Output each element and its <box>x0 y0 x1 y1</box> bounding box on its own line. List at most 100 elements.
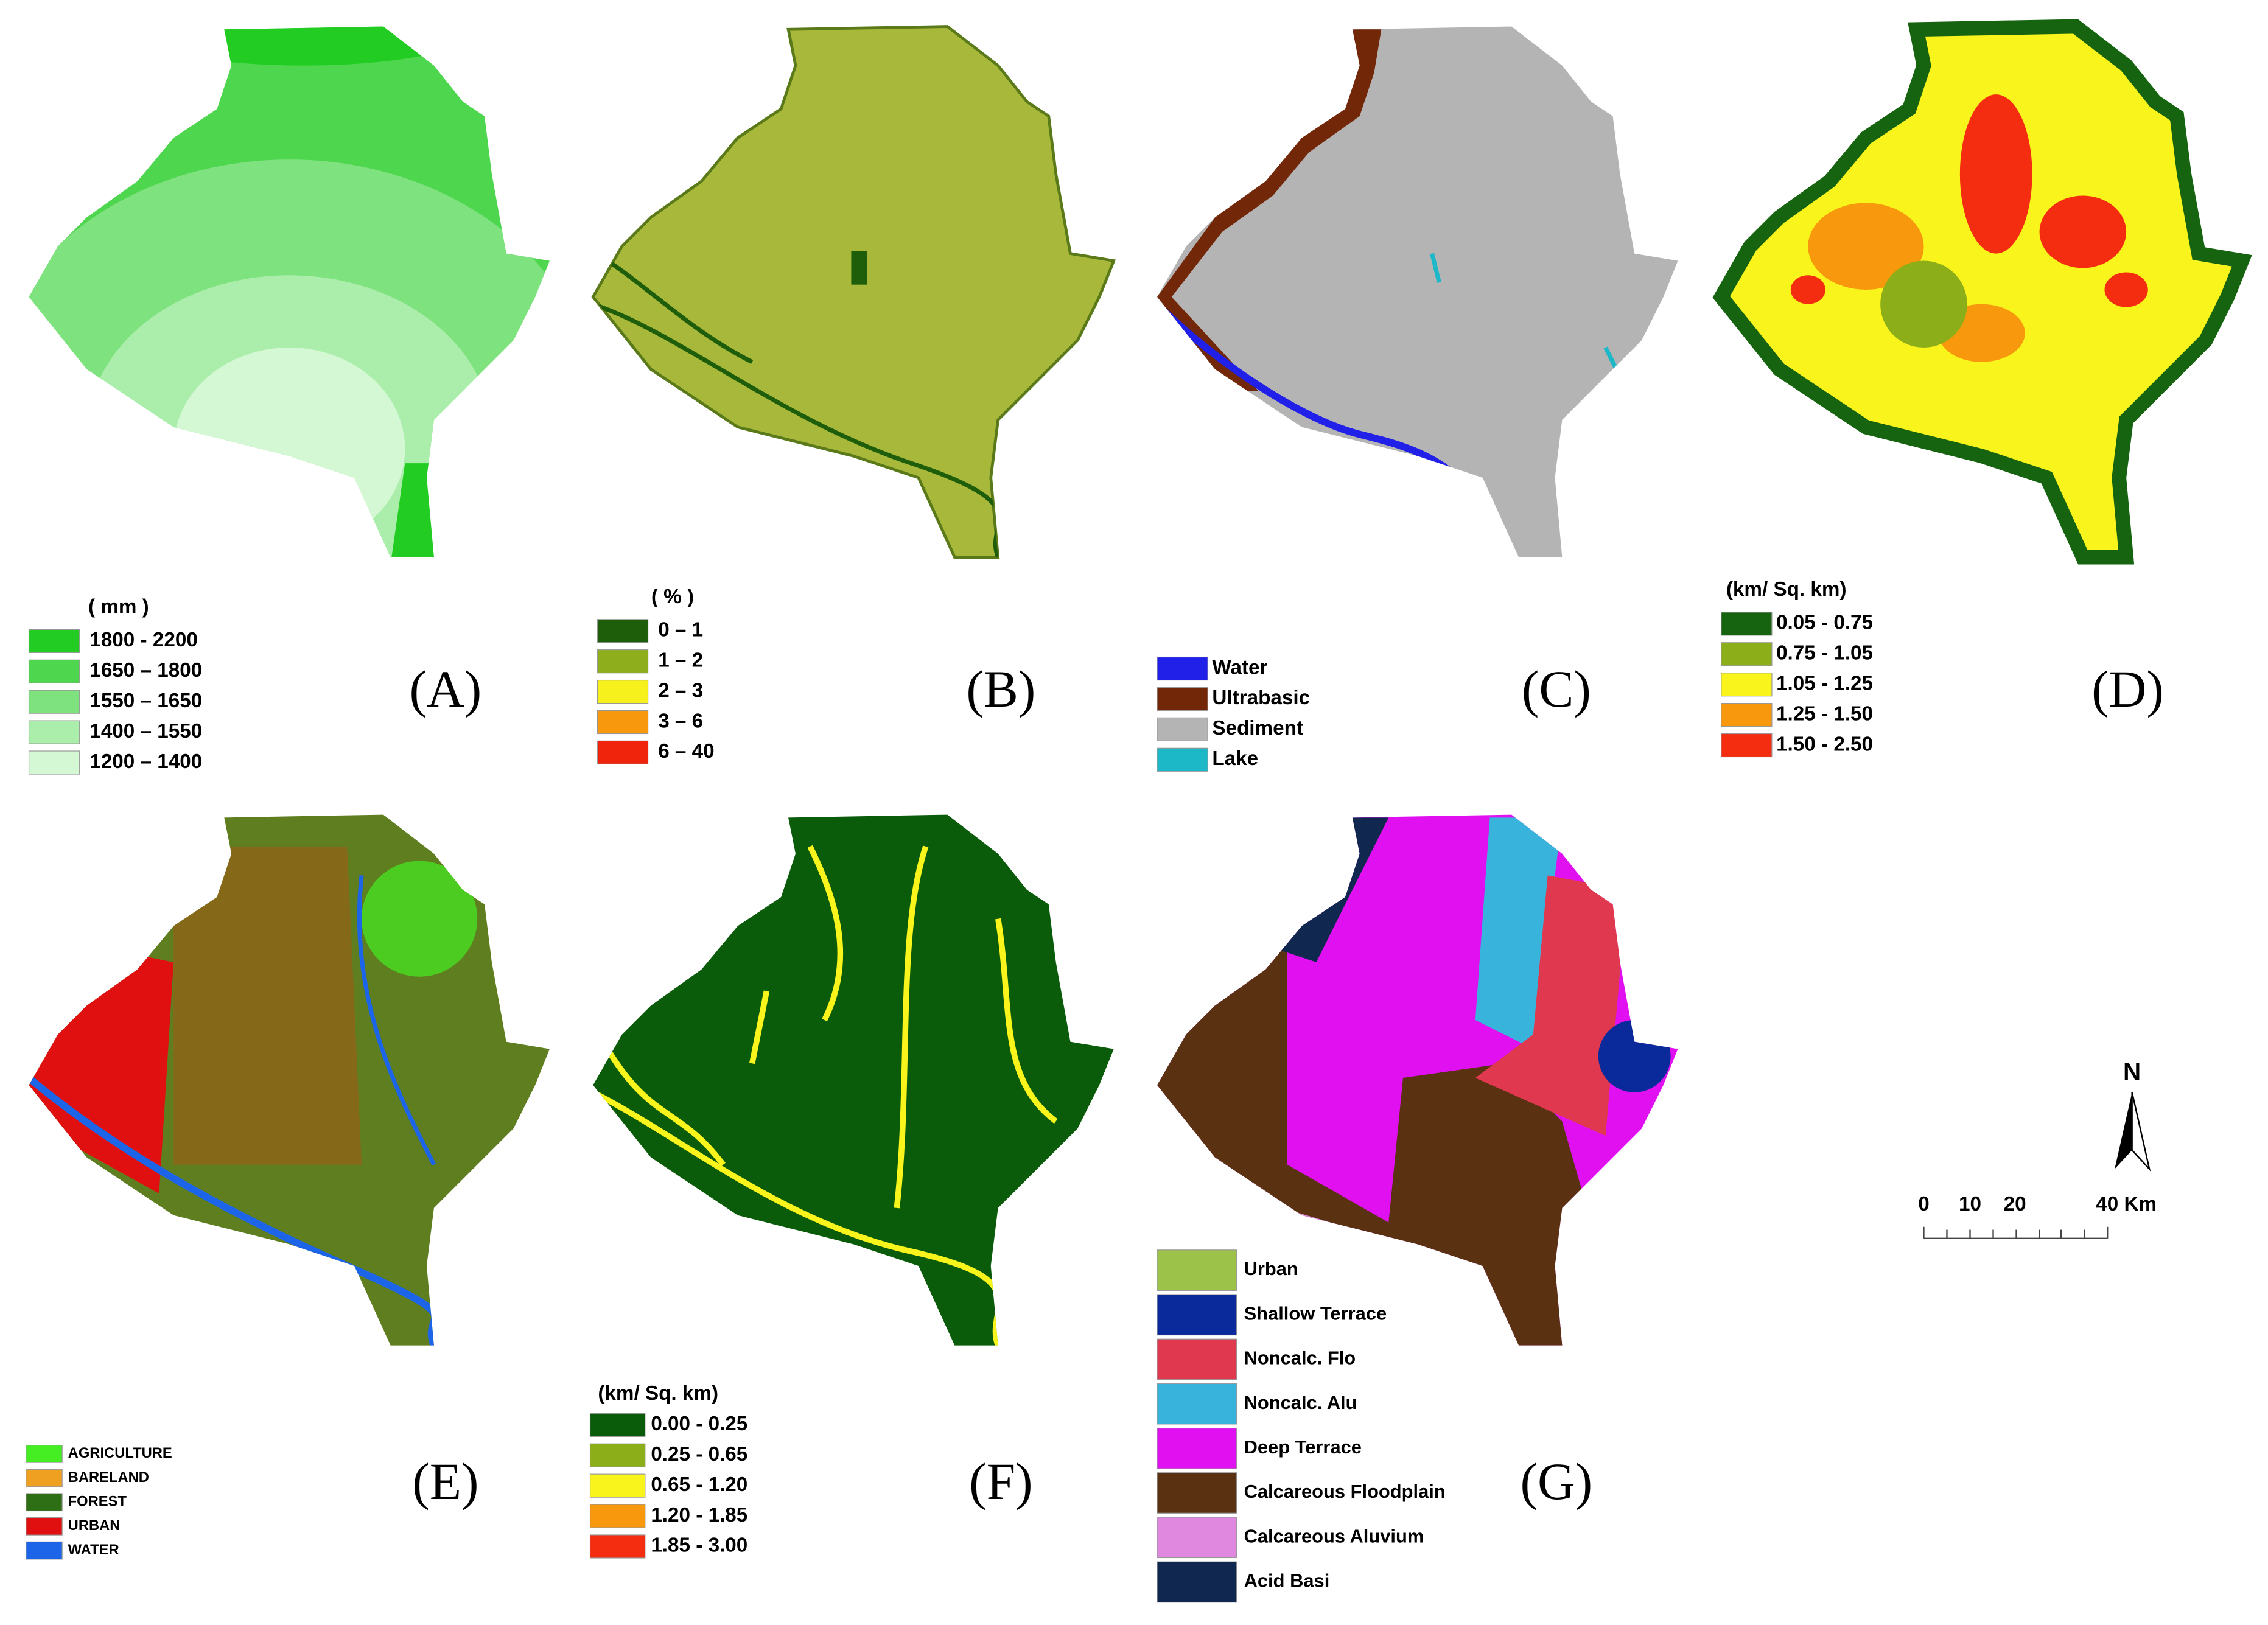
legend-swatch <box>26 1493 63 1512</box>
legend-label: URBAN <box>68 1517 121 1534</box>
map-f <box>593 814 1114 1346</box>
legend-swatch <box>26 1517 63 1536</box>
legend-label: Urban <box>1244 1258 1298 1279</box>
scale-bar <box>1923 1226 2109 1240</box>
legend-label: Noncalc. Alu <box>1244 1392 1357 1413</box>
legend-label: Deep Terrace <box>1244 1436 1362 1458</box>
legend-label: 1400 – 1550 <box>89 720 202 743</box>
legend-label: 0 – 1 <box>658 619 703 641</box>
north-label: N <box>2123 1058 2141 1086</box>
map-b <box>593 26 1113 557</box>
legend-swatch <box>28 720 80 744</box>
legend-label: 1.25 - 1.50 <box>1776 702 1873 725</box>
legend-swatch <box>28 690 80 714</box>
legend-swatch <box>597 740 649 764</box>
legend-label: 1.20 - 1.85 <box>651 1504 747 1526</box>
legend-swatch <box>26 1541 63 1560</box>
legend-label: Water <box>1212 656 1267 679</box>
legend-label: AGRICULTURE <box>68 1445 172 1461</box>
legend-title: (km/ Sq. km) <box>598 1382 718 1405</box>
legend-swatch <box>1721 642 1773 666</box>
map-a <box>29 26 550 557</box>
legend-swatch <box>1157 1338 1237 1380</box>
legend-swatch <box>1721 612 1773 636</box>
legend-label: Calcareous Floodplain <box>1244 1481 1446 1502</box>
legend-swatch <box>1157 1517 1237 1559</box>
panel-label: (D) <box>2091 660 2164 718</box>
legend-swatch <box>28 750 80 775</box>
scale-label: 20 <box>2004 1193 2026 1215</box>
legend-swatch <box>589 1413 646 1437</box>
legend-label: 1550 – 1650 <box>89 690 202 712</box>
legend-swatch <box>1157 1383 1237 1425</box>
scale-label: 40 Km <box>2096 1193 2157 1215</box>
legend-swatch <box>1157 1427 1237 1469</box>
legend-swatch <box>1721 702 1773 727</box>
legend-swatch <box>1157 747 1208 772</box>
north-arrow <box>2115 1092 2151 1172</box>
map-d <box>1721 26 2242 557</box>
panel-label: (E) <box>412 1453 478 1511</box>
legend-label: 2 – 3 <box>658 679 703 702</box>
legend-label: Lake <box>1212 747 1258 770</box>
legend-label: 6 – 40 <box>658 740 714 763</box>
panel-label: (C) <box>1522 660 1591 718</box>
legend-swatch <box>597 619 649 643</box>
legend-label: Ultrabasic <box>1212 687 1310 709</box>
legend-swatch <box>1721 733 1773 758</box>
legend-swatch <box>589 1534 646 1559</box>
legend-label: FOREST <box>68 1494 127 1510</box>
legend-label: 1 – 2 <box>658 649 703 671</box>
legend-label: 0.75 - 1.05 <box>1776 642 1873 665</box>
legend-title: ( mm ) <box>88 596 149 618</box>
legend-swatch <box>26 1445 63 1463</box>
legend-swatch <box>28 629 80 654</box>
legend-swatch <box>28 659 80 683</box>
legend-label: 3 – 6 <box>658 710 703 732</box>
legend-label: 0.05 - 0.75 <box>1776 612 1873 634</box>
map-c <box>1157 26 1678 557</box>
legend-swatch <box>597 679 649 704</box>
legend-swatch <box>1157 1294 1237 1336</box>
map-e <box>29 814 550 1346</box>
legend-swatch <box>1157 687 1208 711</box>
scale-label: 10 <box>1959 1193 1981 1215</box>
legend-label: 1.05 - 1.25 <box>1776 672 1873 694</box>
panel-label: (A) <box>410 660 482 718</box>
legend-label: 1800 - 2200 <box>89 629 198 651</box>
legend-swatch <box>1157 1472 1237 1514</box>
legend-label: 0.00 - 0.25 <box>651 1413 747 1435</box>
legend-swatch <box>589 1443 646 1467</box>
legend-swatch <box>589 1504 646 1528</box>
legend-label: Sediment <box>1212 717 1303 739</box>
legend-label: WATER <box>68 1542 119 1558</box>
legend-title: (km/ Sq. km) <box>1726 578 1847 601</box>
legend-label: Calcareous Aluvium <box>1244 1525 1424 1546</box>
legend-label: Noncalc. Flo <box>1244 1347 1356 1369</box>
legend-title: ( % ) <box>651 585 694 608</box>
legend-swatch <box>1157 1249 1237 1291</box>
legend-swatch <box>1157 656 1208 681</box>
panel-label: (B) <box>966 660 1035 718</box>
legend-swatch <box>1721 673 1773 697</box>
legend-label: Acid Basi <box>1244 1570 1330 1592</box>
legend-swatch <box>1157 1561 1237 1603</box>
legend-swatch <box>597 649 649 674</box>
legend-label: 1650 – 1800 <box>89 659 202 682</box>
legend-label: Shallow Terrace <box>1244 1302 1387 1324</box>
legend-label: 1.85 - 3.00 <box>651 1534 747 1557</box>
legend-swatch <box>597 710 649 735</box>
legend-swatch <box>26 1469 63 1487</box>
scale-label: 0 <box>1918 1193 1930 1215</box>
legend-label: BARELAND <box>68 1469 149 1486</box>
panel-label: (F) <box>969 1453 1033 1511</box>
legend-swatch <box>589 1473 646 1498</box>
legend-label: 1200 – 1400 <box>89 750 202 773</box>
legend-label: 0.25 - 0.65 <box>651 1443 747 1466</box>
legend-label: 0.65 - 1.20 <box>651 1473 747 1496</box>
legend-label: 1.50 - 2.50 <box>1776 733 1873 755</box>
panel-label: (G) <box>1521 1453 1593 1511</box>
legend-swatch <box>1157 717 1208 741</box>
